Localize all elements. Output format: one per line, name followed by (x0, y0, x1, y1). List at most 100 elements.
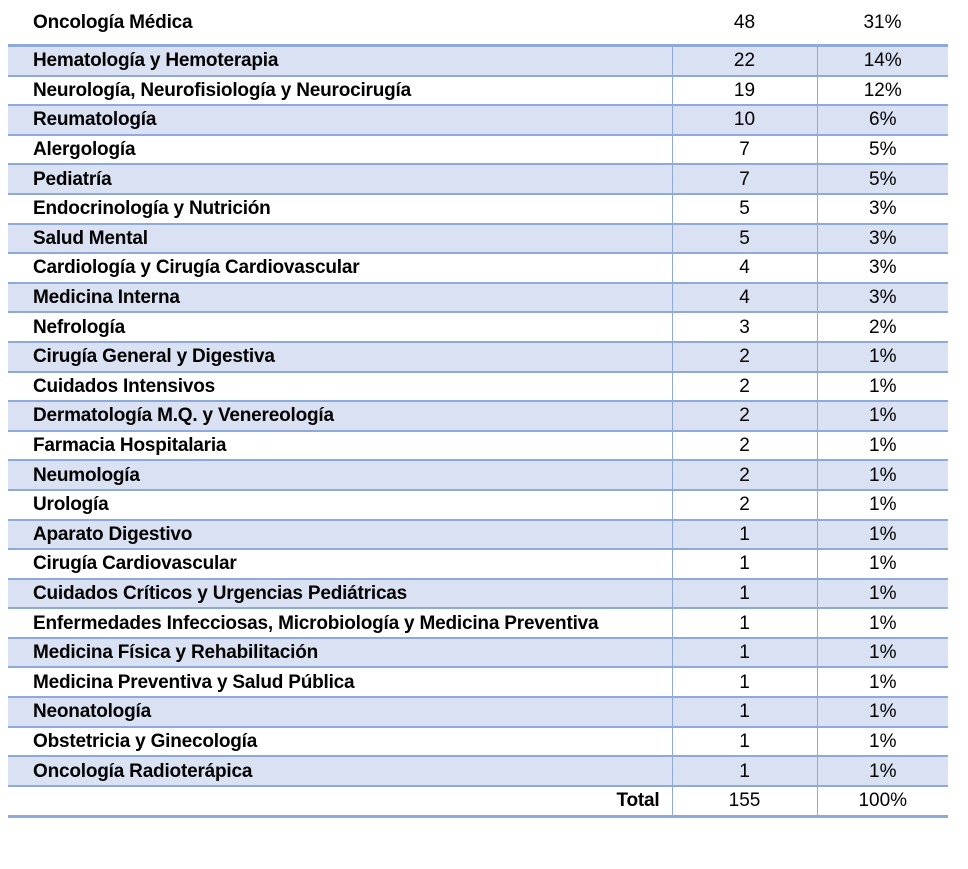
percent-cell: 14% (816, 45, 948, 77)
table-row: Cuidados Críticos y Urgencias Pediátrica… (8, 578, 948, 610)
count-cell: 2 (671, 489, 817, 521)
specialty-name-cell: Medicina Preventiva y Salud Pública (8, 667, 672, 699)
percent-cell: 1% (816, 401, 948, 432)
table-row: Pediatría 7 5% (8, 164, 948, 195)
specialty-name-cell: Urología (8, 489, 672, 521)
specialty-name-cell: Cuidados Críticos y Urgencias Pediátrica… (8, 578, 672, 610)
table-row: Aparato Digestivo 1 1% (8, 519, 948, 551)
count-cell: 1 (671, 549, 817, 580)
count-cell: 2 (671, 371, 817, 403)
specialty-name-cell: Medicina Interna (8, 282, 672, 314)
count-cell: 2 (671, 401, 817, 432)
count-cell: 1 (671, 697, 817, 728)
table-row: Medicina Física y Rehabilitación 1 1% (8, 637, 948, 669)
table-row: Neonatología 1 1% (8, 697, 948, 728)
total-count: 155 (671, 785, 817, 818)
total-percent: 100% (816, 785, 948, 818)
percent-cell: 1% (816, 549, 948, 580)
count-cell: 48 (672, 0, 817, 47)
count-cell: 5 (671, 223, 817, 255)
count-cell: 1 (671, 637, 817, 669)
table-row: Cirugía Cardiovascular 1 1% (8, 549, 948, 580)
specialty-name-cell: Obstetricia y Ginecología (8, 726, 672, 758)
specialty-name-cell: Neurología, Neurofisiología y Neurocirug… (8, 75, 672, 107)
table-row: Nefrología 3 2% (8, 312, 948, 343)
total-label: Total (8, 785, 672, 818)
table-row: Dermatología M.Q. y Venereología 2 1% (8, 401, 948, 432)
count-cell: 1 (671, 608, 817, 639)
percent-cell: 1% (816, 726, 948, 758)
document-page: Oncología Médica 48 31% Hematología y He… (8, 0, 948, 818)
percent-cell: 3% (816, 193, 948, 225)
specialty-name-cell: Cirugía General y Digestiva (8, 341, 672, 373)
percent-cell: 1% (816, 608, 948, 639)
table-row: Farmacia Hospitalaria 2 1% (8, 430, 948, 462)
specialty-name-cell: Endocrinología y Nutrición (8, 193, 672, 225)
specialty-name-cell: Cirugía Cardiovascular (8, 549, 672, 580)
specialty-name-cell: Pediatría (8, 164, 672, 195)
count-cell: 4 (671, 253, 817, 284)
count-cell: 1 (671, 519, 817, 551)
specialty-name-cell: Neonatología (8, 697, 672, 728)
count-cell: 1 (671, 756, 817, 787)
total-row: Total 155 100% (8, 785, 948, 818)
count-cell: 1 (671, 667, 817, 699)
percent-cell: 1% (816, 756, 948, 787)
percent-cell: 12% (816, 75, 948, 107)
percent-cell: 1% (816, 460, 948, 491)
percent-cell: 5% (816, 164, 948, 195)
percent-cell: 1% (816, 637, 948, 669)
count-cell: 2 (671, 460, 817, 491)
specialty-name-cell: Farmacia Hospitalaria (8, 430, 672, 462)
table-row: Alergología 7 5% (8, 134, 948, 166)
table-row: Oncología Radioterápica 1 1% (8, 756, 948, 787)
percent-cell: 3% (816, 282, 948, 314)
percent-cell: 1% (816, 489, 948, 521)
percent-cell: 31% (817, 0, 948, 47)
specialty-name-cell: Alergología (8, 134, 672, 166)
count-cell: 3 (671, 312, 817, 343)
specialty-name-cell: Nefrología (8, 312, 672, 343)
count-cell: 2 (671, 430, 817, 462)
percent-cell: 2% (816, 312, 948, 343)
count-cell: 1 (671, 578, 817, 610)
table-row: Cardiología y Cirugía Cardiovascular 4 3… (8, 253, 948, 284)
specialty-name-cell: Medicina Física y Rehabilitación (8, 637, 672, 669)
specialties-table: Oncología Médica 48 31% Hematología y He… (8, 0, 948, 818)
table-row: Endocrinología y Nutrición 5 3% (8, 193, 948, 225)
specialty-name-cell: Enfermedades Infecciosas, Microbiología … (8, 608, 672, 639)
specialty-name-cell: Oncología Radioterápica (8, 756, 672, 787)
specialty-name-cell: Cuidados Intensivos (8, 371, 672, 403)
specialty-name-cell: Dermatología M.Q. y Venereología (8, 401, 672, 432)
percent-cell: 1% (816, 519, 948, 551)
percent-cell: 1% (816, 341, 948, 373)
table-row: Cirugía General y Digestiva 2 1% (8, 341, 948, 373)
percent-cell: 5% (816, 134, 948, 166)
percent-cell: 1% (816, 578, 948, 610)
specialty-name-cell: Salud Mental (8, 223, 672, 255)
count-cell: 10 (671, 105, 817, 136)
percent-cell: 6% (816, 105, 948, 136)
percent-cell: 1% (816, 667, 948, 699)
count-cell: 4 (671, 282, 817, 314)
table-row: Neumología 2 1% (8, 460, 948, 491)
specialty-name-cell: Hematología y Hemoterapia (8, 45, 672, 77)
count-cell: 5 (671, 193, 817, 225)
table-row: Obstetricia y Ginecología 1 1% (8, 726, 948, 758)
count-cell: 7 (671, 164, 817, 195)
table-row: Cuidados Intensivos 2 1% (8, 371, 948, 403)
percent-cell: 3% (816, 253, 948, 284)
specialty-name-cell: Aparato Digestivo (8, 519, 672, 551)
specialty-name-cell: Oncología Médica (8, 0, 672, 47)
table-row: Reumatología 10 6% (8, 105, 948, 136)
table-row: Salud Mental 5 3% (8, 223, 948, 255)
percent-cell: 1% (816, 430, 948, 462)
table-row: Urología 2 1% (8, 489, 948, 521)
percent-cell: 3% (816, 223, 948, 255)
table-row: Enfermedades Infecciosas, Microbiología … (8, 608, 948, 639)
count-cell: 7 (671, 134, 817, 166)
count-cell: 1 (671, 726, 817, 758)
percent-cell: 1% (816, 697, 948, 728)
percent-cell: 1% (816, 371, 948, 403)
table-body: Oncología Médica 48 31% Hematología y He… (8, 0, 948, 787)
